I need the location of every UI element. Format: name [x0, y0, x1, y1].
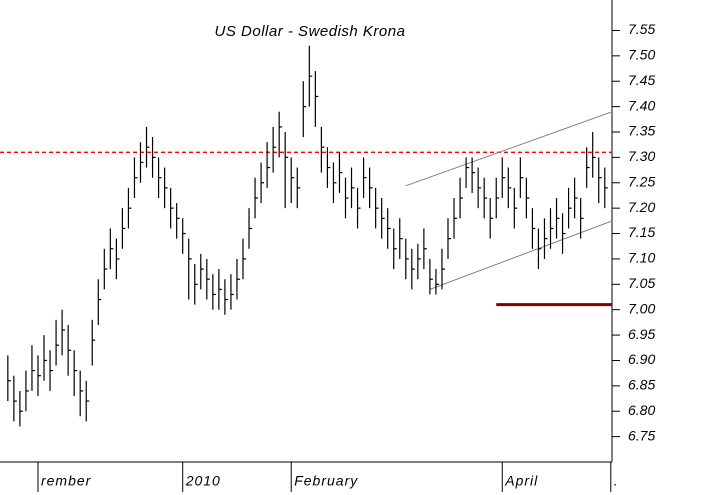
- x-tick-label: April: [504, 473, 538, 489]
- y-tick-label: 7.10: [628, 250, 655, 266]
- x-tick-label: 2010: [185, 473, 221, 489]
- y-tick-label: 7.05: [628, 275, 655, 291]
- y-tick-label: 6.85: [628, 377, 655, 393]
- x-tick-label: rember: [41, 473, 92, 489]
- y-tick-label: 6.75: [628, 427, 655, 443]
- x-tick-label: .: [614, 473, 619, 489]
- y-tick-label: 6.80: [628, 402, 655, 418]
- y-tick-label: 6.95: [628, 326, 655, 342]
- y-tick-label: 7.20: [628, 199, 655, 215]
- y-tick-label: 7.15: [628, 224, 655, 240]
- y-tick-label: 7.25: [628, 173, 655, 189]
- y-tick-label: 7.55: [628, 21, 655, 37]
- y-tick-label: 7.45: [628, 72, 655, 88]
- y-tick-label: 7.35: [628, 123, 655, 139]
- channel-line: [405, 111, 611, 187]
- chart-title: US Dollar - Swedish Krona: [215, 23, 406, 40]
- y-tick-label: 7.00: [628, 300, 655, 316]
- y-tick-label: 7.50: [628, 47, 655, 63]
- x-tick-label: February: [294, 473, 358, 489]
- y-tick-label: 7.30: [628, 148, 655, 164]
- y-tick-label: 7.40: [628, 97, 655, 113]
- y-tick-label: 6.90: [628, 351, 655, 367]
